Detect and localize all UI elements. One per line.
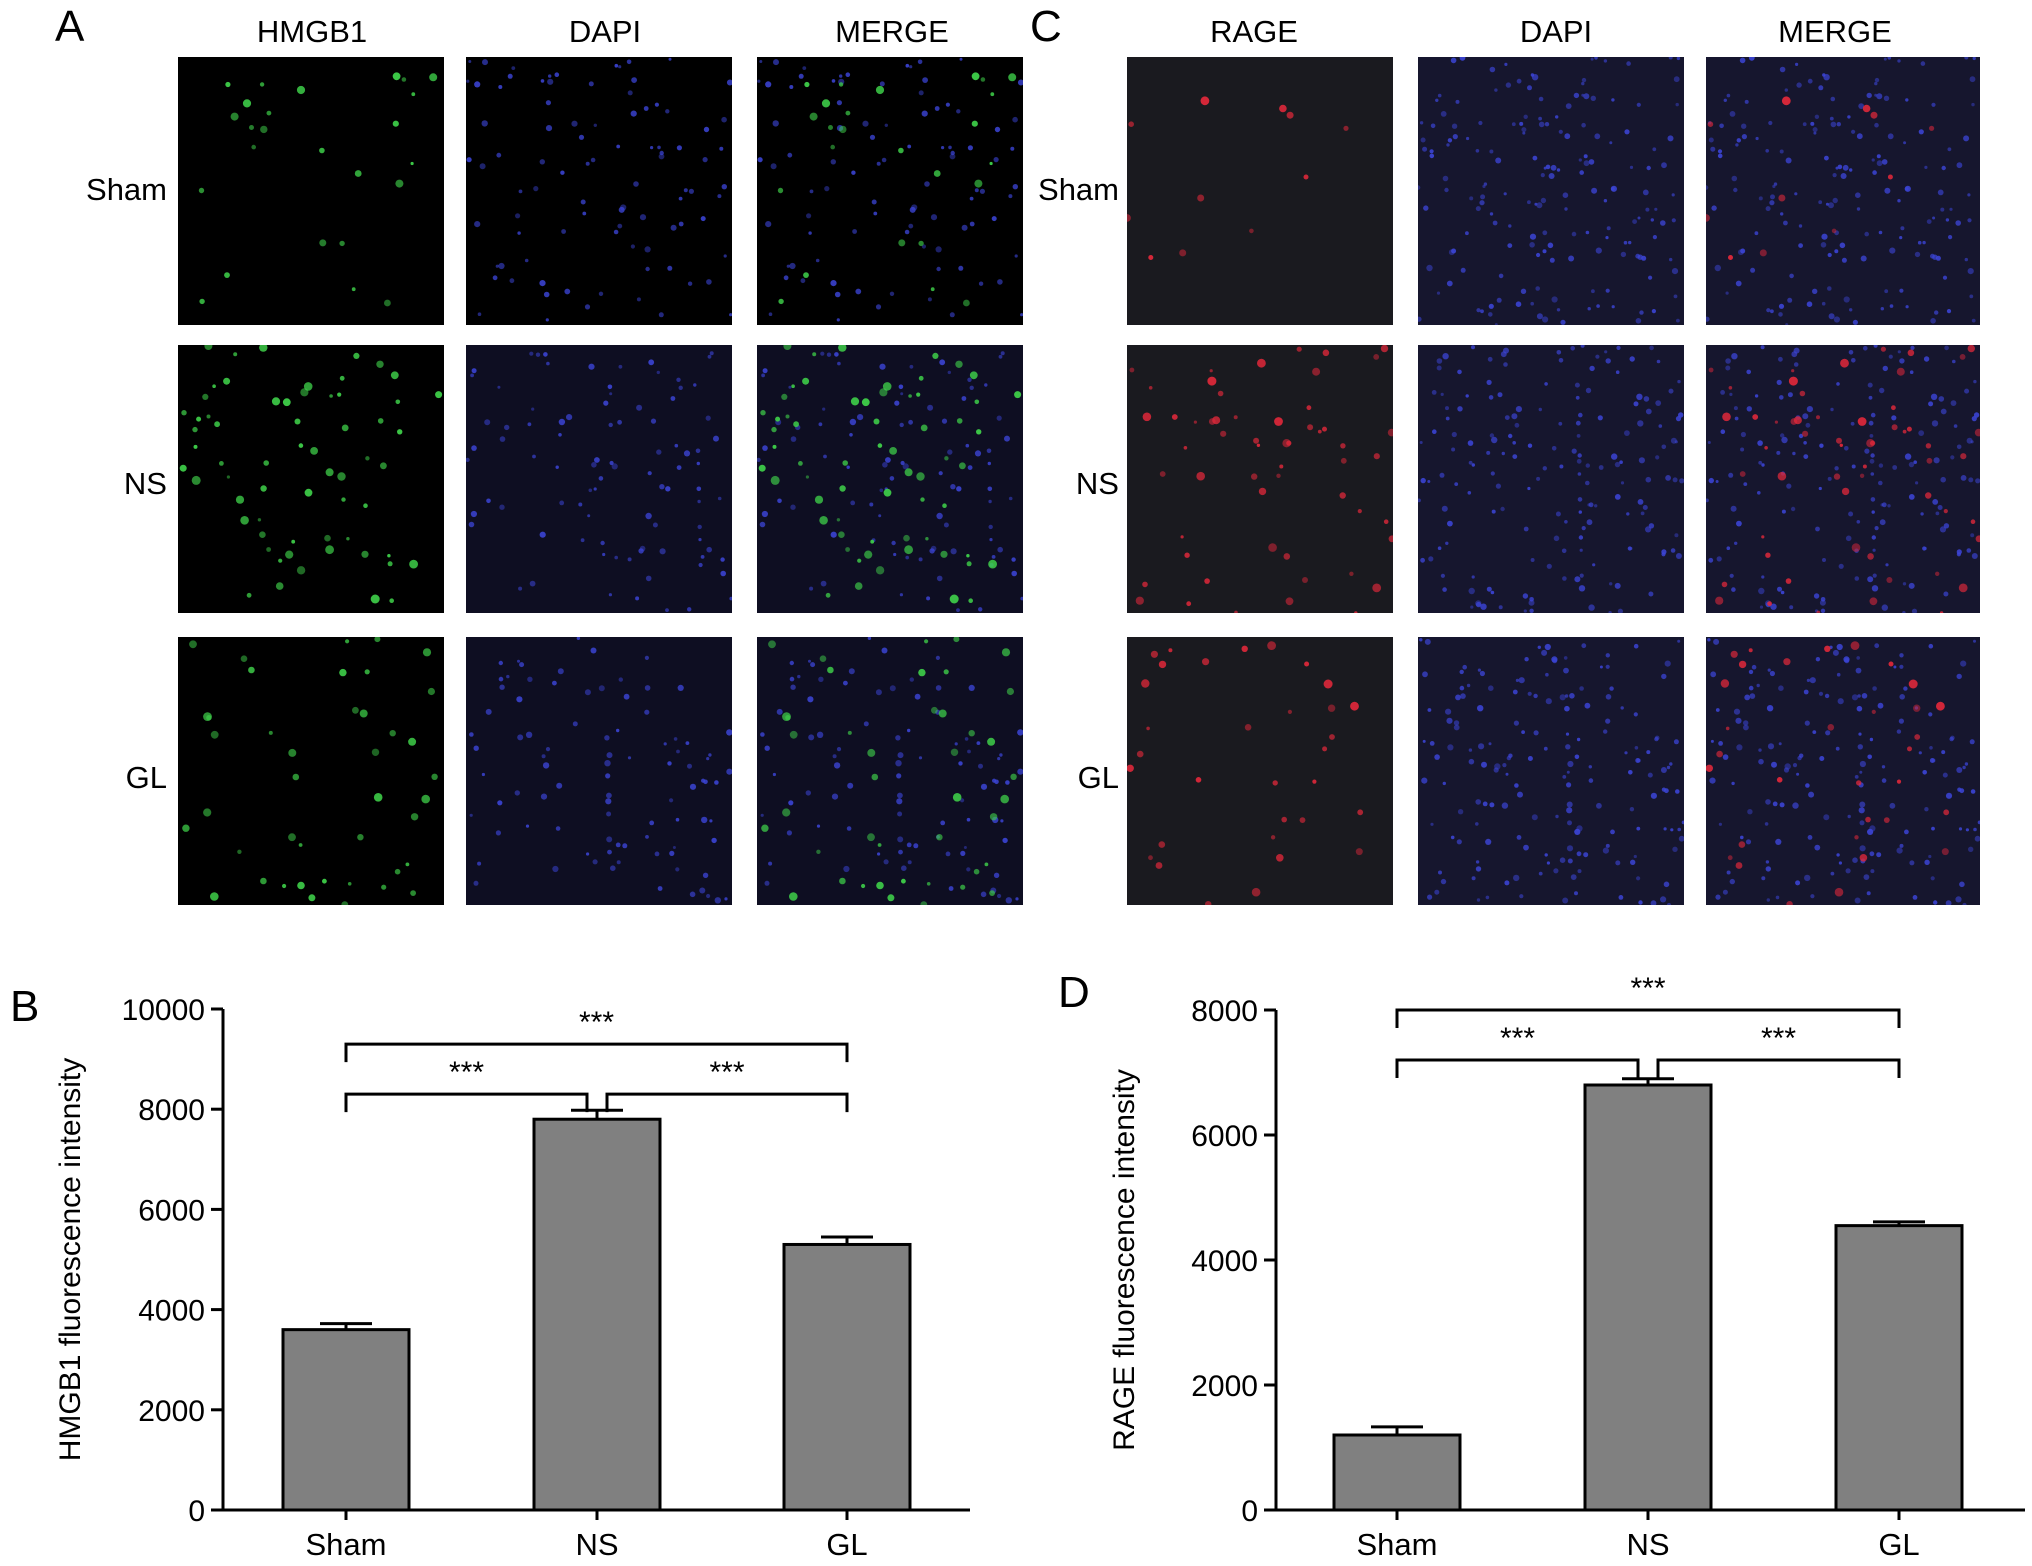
column-header-merge-a: MERGE (835, 14, 949, 49)
panel-letter-b: B (10, 982, 40, 1031)
column-header-dapi-a: DAPI (568, 14, 642, 49)
chart-d-y-tick-label: 6000 (1191, 1120, 1258, 1153)
chart-b-significance-bracket (605, 1092, 849, 1113)
micrograph-c-ns-merge (1706, 345, 1980, 613)
micrograph-a-gl-merge (757, 637, 1023, 905)
micrograph-c-gl-dapi (1418, 637, 1684, 905)
chart-d-significance-bracket (1395, 1058, 1640, 1078)
chart-b-y-tick-label: 6000 (138, 1194, 205, 1227)
chart-d-y-tick-label: 2000 (1191, 1370, 1258, 1403)
chart-d-significance-label: *** (1630, 972, 1665, 1005)
micrograph-c-ns-rage (1127, 345, 1393, 613)
chart-b-y-tick-label: 4000 (138, 1295, 205, 1328)
chart-b-x-tick-label-gl: GL (826, 1527, 867, 1562)
column-header-rage: RAGE (1210, 14, 1298, 49)
chart-b-significance-bracket (344, 1092, 589, 1113)
chart-b-bar-ns (532, 1117, 662, 1512)
row-header-ns-a: NS (123, 466, 167, 501)
chart-d-x-tick-label-sham: Sham (1357, 1527, 1438, 1562)
chart-d-significance-bracket (1395, 1008, 1901, 1028)
micrograph-c-ns-dapi (1418, 345, 1684, 613)
micrograph-a-sham-hmgb1 (178, 57, 444, 325)
row-header-ns-c: NS (1075, 466, 1119, 501)
chart-b-y-tick-label: 10000 (122, 994, 205, 1027)
column-header-merge-c: MERGE (1778, 14, 1892, 49)
chart-d-bar-gl (1834, 1224, 1964, 1512)
micrograph-a-sham-dapi (466, 57, 732, 325)
row-header-gl-a: GL (125, 760, 167, 795)
row-header-sham-a: Sham (86, 172, 167, 207)
micrograph-a-gl-dapi (466, 637, 732, 905)
chart-b-y-tick-label: 8000 (138, 1094, 205, 1127)
chart-d-y-tick-label: 8000 (1191, 995, 1258, 1028)
chart-d-significance-bracket (1656, 1058, 1901, 1078)
chart-d-significance-label: *** (1761, 1022, 1796, 1055)
chart-b-significance-label: *** (709, 1056, 744, 1089)
chart-d-y-tick-label: 4000 (1191, 1245, 1258, 1278)
chart-d-x-tick-label-ns: NS (1626, 1527, 1669, 1562)
column-header-dapi-c: DAPI (1519, 14, 1593, 49)
chart-d-bar-sham (1332, 1433, 1462, 1512)
micrograph-a-ns-hmgb1 (178, 345, 444, 613)
micrograph-c-sham-dapi (1418, 57, 1684, 325)
chart-b-significance-label: *** (579, 1006, 614, 1039)
chart-b-x-tick-label-sham: Sham (306, 1527, 387, 1562)
micrograph-a-ns-dapi (466, 345, 732, 613)
panel-letter-c: C (1030, 2, 1062, 51)
chart-b-y-axis-label: HMGB1 fluorescence intensity (54, 1058, 87, 1462)
chart-d-x-tick-label-gl: GL (1878, 1527, 1919, 1562)
row-header-sham-c: Sham (1038, 172, 1119, 207)
micrograph-c-gl-rage (1127, 637, 1393, 905)
chart-d-significance-label: *** (1500, 1022, 1535, 1055)
chart-d-y-axis-label: RAGE fluorescence intensity (1108, 1069, 1141, 1451)
micrograph-c-sham-rage (1127, 57, 1393, 325)
row-header-gl-c: GL (1077, 760, 1119, 795)
chart-b-y-tick-label: 2000 (138, 1395, 205, 1428)
panel-letter-d: D (1058, 968, 1090, 1017)
chart-b-y-tick-label: 0 (188, 1495, 205, 1528)
micrograph-a-ns-merge (757, 345, 1023, 613)
chart-b-significance-bracket (344, 1042, 849, 1063)
panel-letter-a: A (55, 2, 85, 51)
chart-d-y-tick-label: 0 (1241, 1495, 1258, 1528)
chart-d-bar-ns (1583, 1083, 1713, 1512)
column-header-hmgb1: HMGB1 (256, 14, 368, 49)
chart-b-bar-gl (782, 1242, 912, 1512)
micrograph-c-gl-merge (1706, 637, 1980, 905)
chart-b-bar-sham (281, 1328, 411, 1512)
chart-b-x-tick-label-ns: NS (575, 1527, 618, 1562)
micrograph-a-gl-hmgb1 (178, 637, 444, 905)
micrograph-c-sham-merge (1706, 57, 1980, 325)
chart-b-significance-label: *** (449, 1056, 484, 1089)
micrograph-a-sham-merge (757, 57, 1023, 325)
